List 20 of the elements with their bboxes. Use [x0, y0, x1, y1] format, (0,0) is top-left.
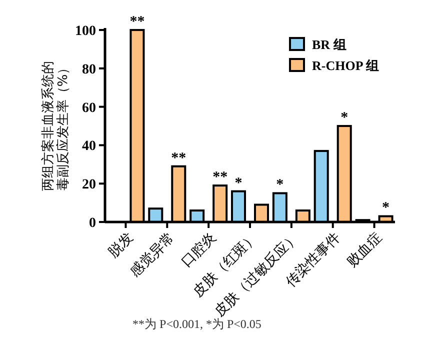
- legend-label: BR 组: [312, 37, 346, 52]
- annotation: **: [212, 170, 228, 186]
- y-tick-label: 40: [82, 139, 96, 154]
- x-tick-label: 口腔炎: [178, 230, 220, 271]
- y-axis-title: 两组方案非血液系统的毒副反应发生率（%）: [40, 61, 71, 191]
- annotation: *: [276, 177, 284, 194]
- legend-label: R-CHOP 组: [312, 58, 379, 73]
- annotation: *: [340, 110, 348, 126]
- y-tick-label: 100: [75, 24, 96, 39]
- annotation: *: [382, 200, 390, 216]
- annotation: **: [171, 150, 186, 166]
- x-tick-label: 败血症: [344, 230, 386, 271]
- y-tick-label: 60: [82, 100, 96, 116]
- text: **为 P<0.001, *为 P<0.05: [132, 317, 262, 331]
- y-tick-label: 0: [89, 216, 96, 231]
- annotation: **: [130, 14, 145, 30]
- annotation: *: [234, 175, 242, 192]
- x-tick-label: 脱发: [105, 230, 137, 261]
- y-tick-label: 20: [82, 178, 96, 193]
- y-tick-label: 80: [82, 62, 96, 78]
